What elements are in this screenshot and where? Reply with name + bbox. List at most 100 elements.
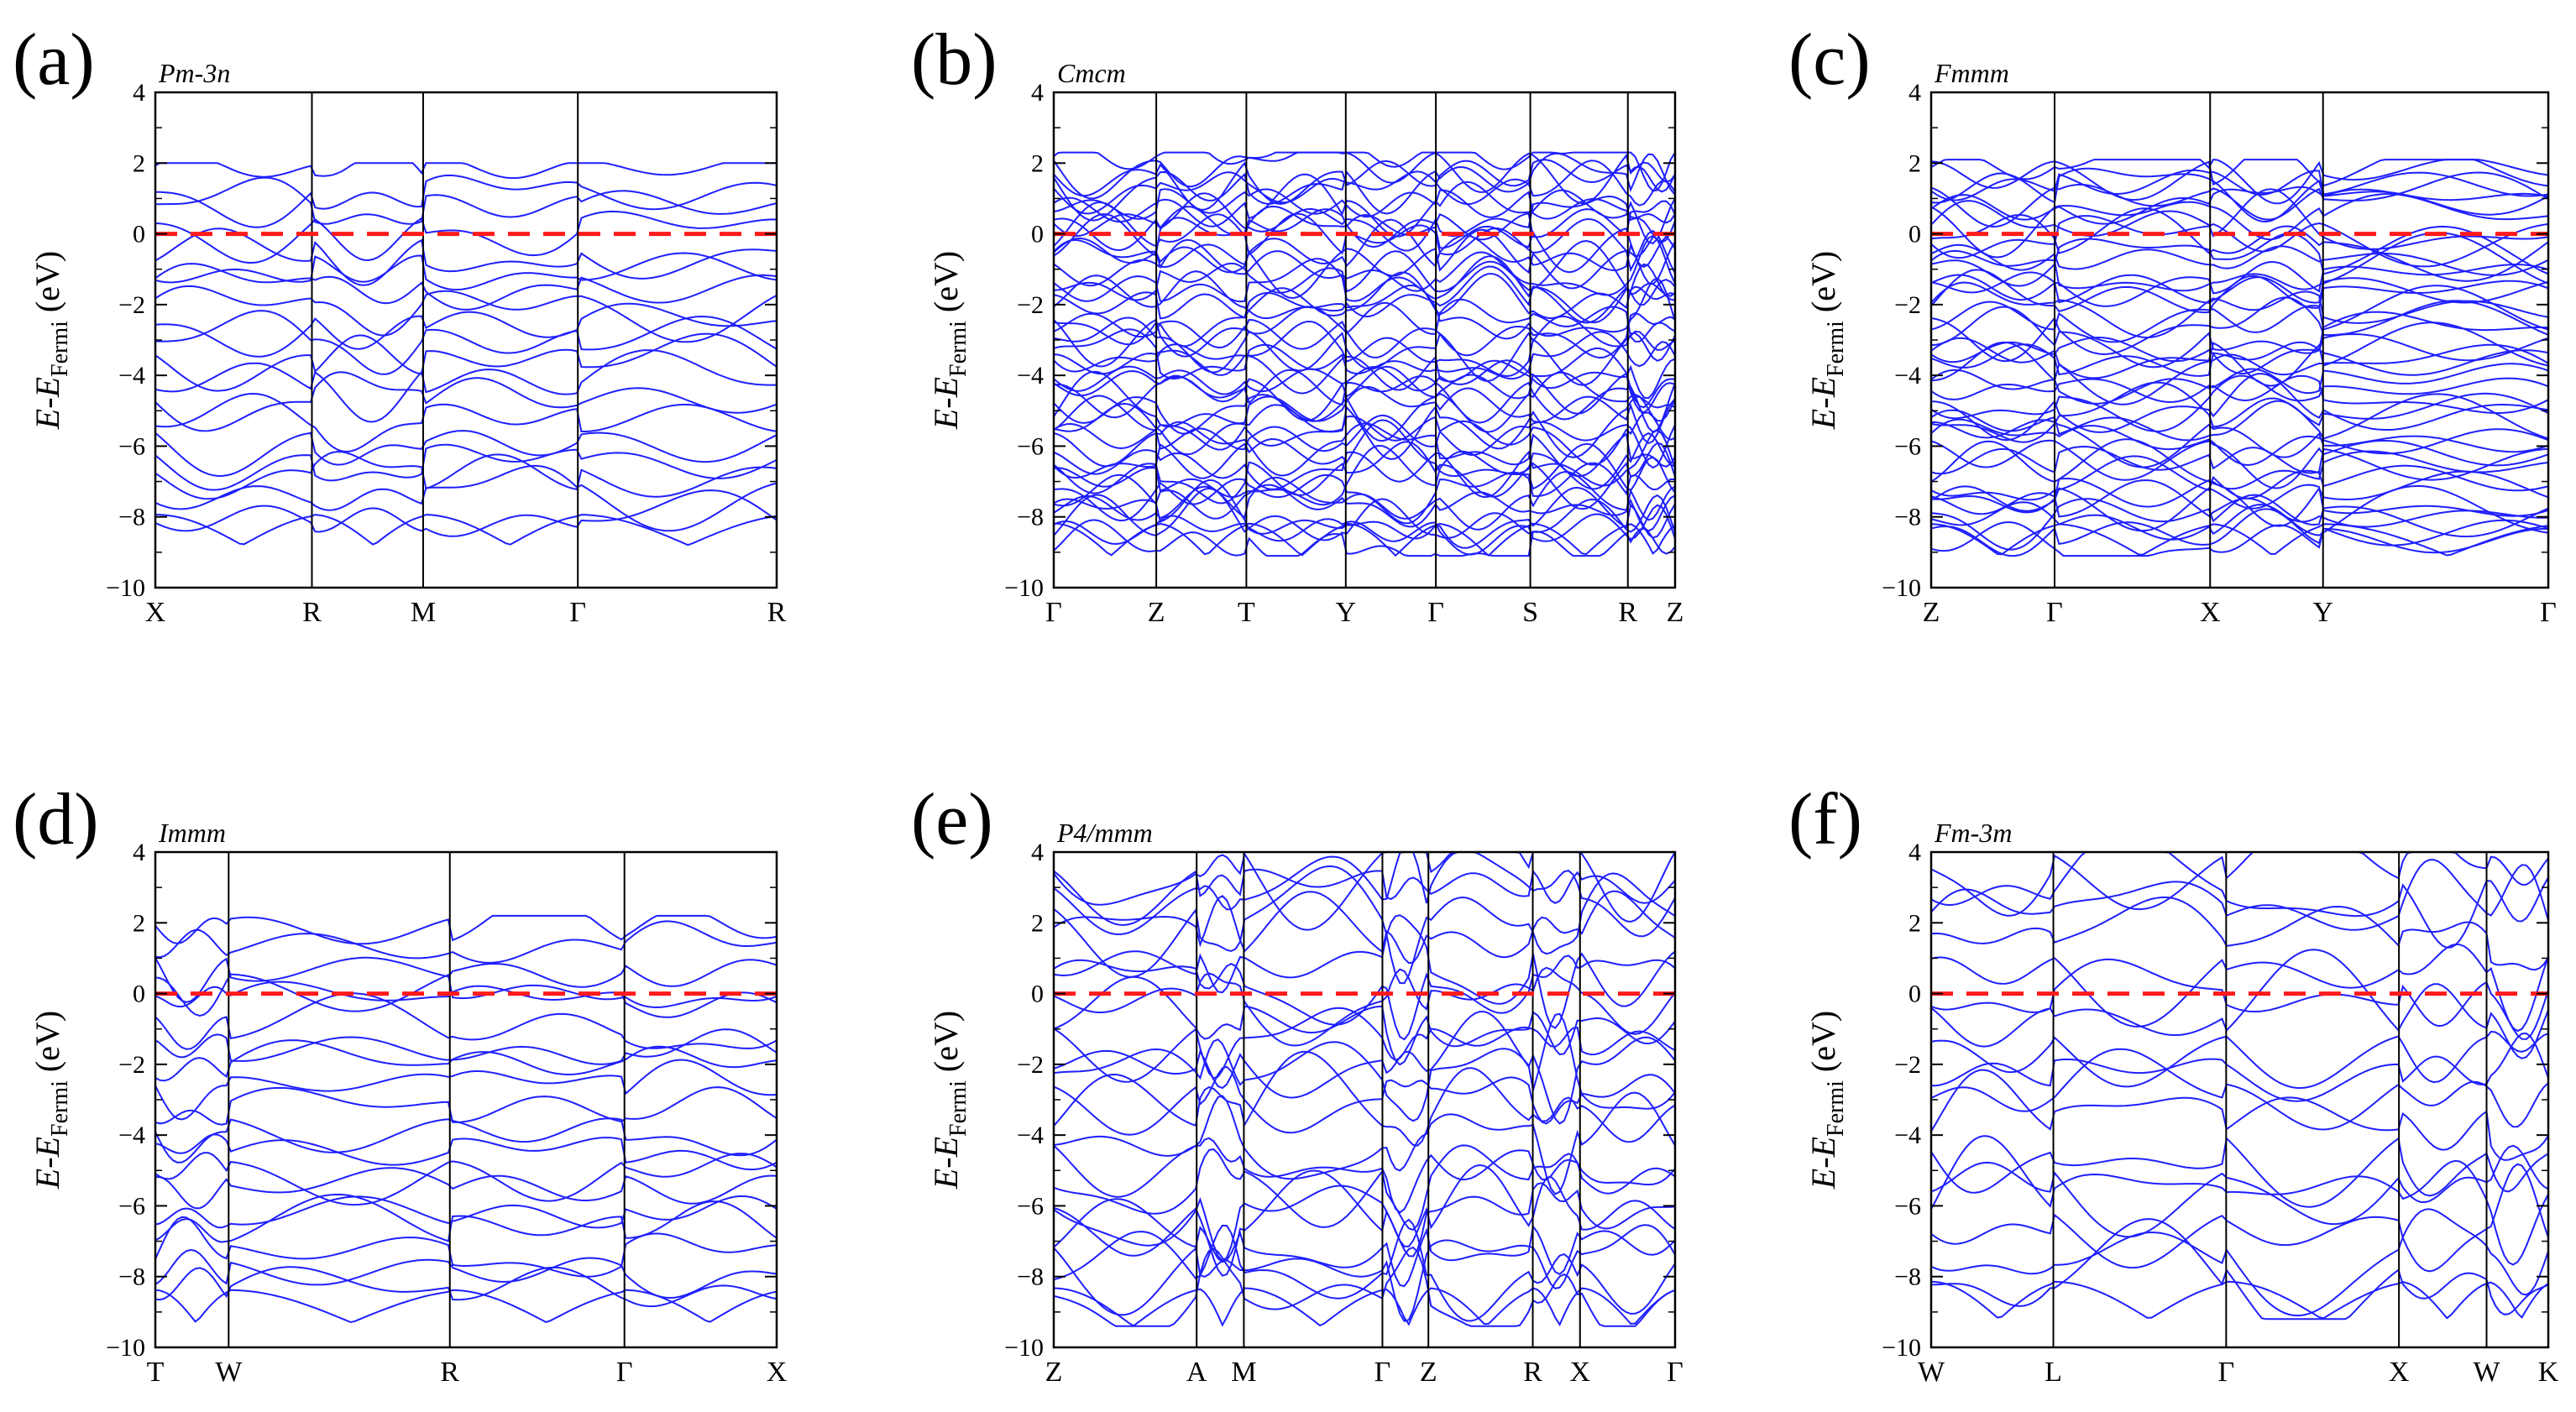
band-line [1054,504,1675,556]
band-line [155,1266,777,1308]
y-tick-label: −4 [118,362,145,390]
band-line [1931,1032,2548,1102]
band-lines [155,162,777,546]
band-line [1931,852,2548,949]
band-line [1931,896,2548,971]
band-line [1054,255,1675,324]
kpoint-label: L [2045,1357,2062,1388]
y-tick-label: −4 [1894,362,1921,390]
y-tick-label: −6 [118,432,145,460]
band-line [155,1059,777,1121]
band-line [1054,414,1675,469]
kpoint-label: Γ [2540,597,2557,628]
y-tick-label: −6 [1894,432,1921,460]
band-line [155,1193,777,1243]
kpoint-label: Γ [616,1357,633,1388]
y-tick-label: −6 [118,1192,145,1220]
plot-frame [1052,850,1677,1349]
band-line [1931,1137,2548,1208]
band-line [1054,1164,1675,1277]
band-line [1931,171,2548,228]
space-group-label: Fm-3m [1934,818,2012,848]
y-axis-label: E-EFermi (eV) [1804,251,1849,430]
kpoint-label: R [440,1357,459,1388]
band-line [1931,949,2548,1059]
band-line [1931,341,2548,377]
band-line [1054,1144,1675,1232]
panel-label: (d) [13,779,99,860]
band-line [1054,311,1675,368]
band-line [1054,263,1675,324]
band-line [155,443,777,491]
band-line [1931,418,2548,467]
band-line [1931,419,2548,468]
y-tick-label: −4 [1894,1122,1921,1149]
y-tick-label: 0 [1908,981,1921,1008]
band-line [1054,348,1675,409]
kpoint-label: R [767,597,787,628]
band-line [1931,485,2548,541]
kpoint-label: Γ [569,597,586,628]
kpoint-label: M [1231,1357,1256,1388]
band-line [155,1216,777,1278]
band-line [155,430,777,478]
band-line [1931,363,2548,404]
band-line [1931,207,2548,282]
y-tick-label: 0 [1908,221,1921,248]
y-tick-label: −10 [1882,1334,1921,1362]
band-lines [155,914,777,1324]
band-line [1931,1280,2548,1320]
y-tick-label: −6 [1017,432,1044,460]
band-line [1931,1030,2548,1089]
kpoint-label: W [215,1357,243,1388]
band-line [1931,169,2548,201]
band-line [1931,186,2548,225]
band-line [155,302,777,358]
kpoint-label: Γ [1667,1357,1683,1388]
space-group-label: Immm [158,818,226,848]
kpoint-label: Z [1923,597,1940,628]
band-line [1931,159,2548,205]
band-line [1931,859,2548,931]
band-line [1054,371,1675,442]
y-axis-label: E-EFermi (eV) [927,251,971,430]
band-line [1931,1208,2548,1317]
band-line [1054,321,1675,386]
band-line [1054,865,1675,985]
band-line [1931,215,2548,268]
band-line [1931,260,2548,307]
band-line [1931,438,2548,490]
band-line [1931,373,2548,442]
band-line [155,1086,777,1126]
band-line [1054,1224,1675,1322]
kpoint-label: Y [1336,597,1357,628]
band-line [1931,1144,2548,1238]
band-panel: 4 2 0 −2 −4 −6 −8 −10X R M Γ R (a) Pm-3n E-EFermi (eV) [13,19,787,628]
y-tick-label: −2 [118,1051,145,1079]
band-line [1054,315,1675,382]
band-line [155,1133,777,1171]
y-axis-label: E-EFermi (eV) [927,1011,971,1190]
band-line [1054,160,1675,215]
band-line [1931,852,2548,917]
kpoint-label: Z [1667,597,1684,628]
band-line [1931,322,2548,387]
y-tick-label: −8 [1017,1263,1044,1291]
space-group-label: Pm-3n [158,58,230,88]
band-line [1931,285,2548,343]
y-tick-label: −10 [106,1334,145,1362]
y-axis-label: E-EFermi (eV) [29,251,73,430]
y-tick-label: 0 [133,981,145,1008]
band-line [1054,1198,1675,1288]
band-line [155,252,777,291]
band-line [1931,306,2548,369]
band-line [155,1117,777,1164]
band-line [1054,852,1675,938]
panel-label: (e) [911,779,993,860]
y-tick-label: −6 [1017,1192,1044,1220]
band-panel: 420−2−4−6−8−10Z A M Γ Z R X Γ(e) P4/mmmE-EFermi … [911,779,1683,1388]
kpoint-label: T [1238,597,1255,628]
band-line [155,310,777,375]
y-tick-label: −6 [1894,1192,1921,1220]
band-line [1054,200,1675,252]
